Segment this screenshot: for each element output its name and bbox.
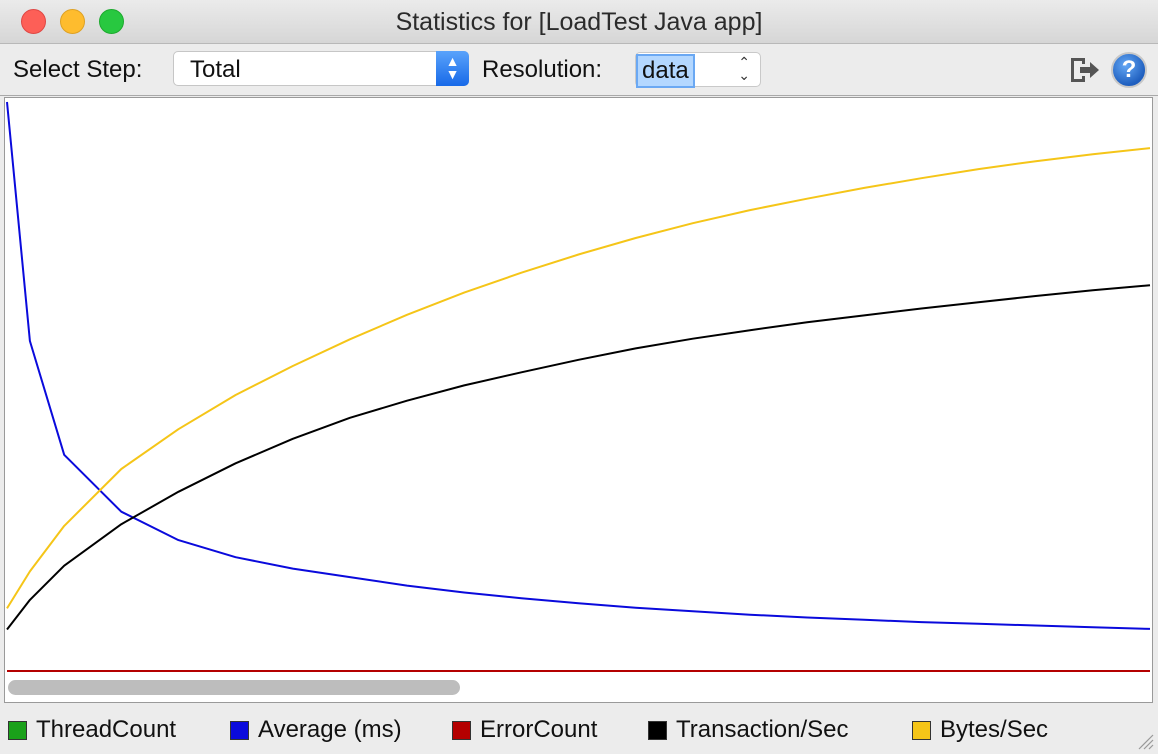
series-line-bytes-sec [6,147,1151,609]
chevron-up-down-icon: ⌃ ⌄ [738,54,750,83]
legend-label: Average (ms) [258,716,402,743]
zoom-window-button[interactable] [99,9,124,34]
select-step-dropdown[interactable]: Total ▲ ▼ [173,51,469,86]
select-step-value: Total [190,56,241,83]
legend-swatch [230,720,249,740]
legend-swatch [912,720,931,740]
legend-swatch [452,720,471,740]
resize-grip-icon[interactable] [1134,730,1154,750]
title-bar: Statistics for [LoadTest Java app] [0,0,1158,44]
resolution-label: Resolution: [482,56,603,83]
legend-swatch [8,720,27,740]
legend-item-threadcount: ThreadCount [8,716,176,744]
horizontal-scrollbar-thumb[interactable] [8,680,460,695]
help-icon[interactable]: ? [1111,52,1147,88]
series-line-transaction-sec [6,284,1151,631]
legend-label: Transaction/Sec [676,716,849,743]
series-line-average-ms [6,101,1151,630]
window-title: Statistics for [LoadTest Java app] [395,8,763,36]
export-icon[interactable] [1068,55,1102,85]
chart-area [4,97,1153,703]
line-chart [6,101,1151,672]
legend-item-average: Average (ms) [230,716,402,744]
legend-item-transactions: Transaction/Sec [648,716,849,744]
legend-label: ThreadCount [36,716,177,743]
chevron-up-down-icon: ▲ ▼ [436,51,469,86]
legend-label: ErrorCount [480,716,598,743]
toolbar: Select Step: Total ▲ ▼ Resolution: data ⌃… [0,44,1158,96]
resolution-value: data [636,54,695,88]
legend: ThreadCount Average (ms) ErrorCount Tran… [0,703,1158,754]
help-glyph: ? [1121,56,1137,83]
legend-item-bytes: Bytes/Sec [912,716,1048,744]
select-step-label: Select Step: [13,56,143,83]
minimize-window-button[interactable] [60,9,85,34]
legend-item-errorcount: ErrorCount [452,716,597,744]
legend-label: Bytes/Sec [940,716,1049,743]
close-window-button[interactable] [21,9,46,34]
resolution-dropdown[interactable]: data ⌃ ⌄ [635,52,761,88]
legend-swatch [648,720,667,740]
